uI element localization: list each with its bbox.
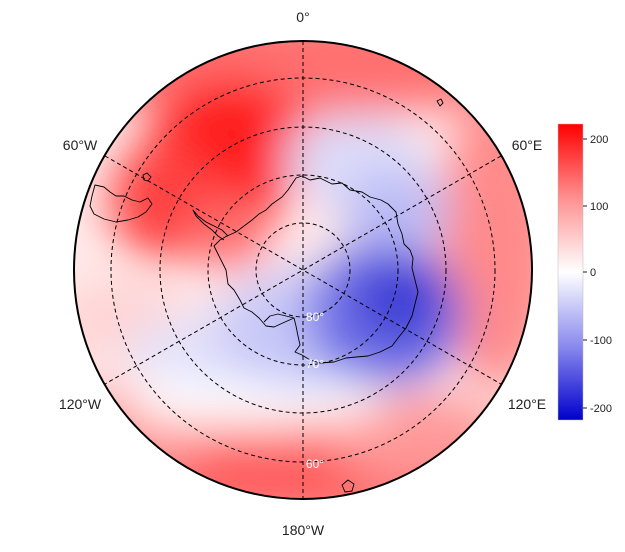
colorbar-label-100: 100 xyxy=(590,201,608,213)
lon-label-60e: 60°E xyxy=(512,137,543,153)
antarctic-peninsula xyxy=(192,209,229,241)
coastlines xyxy=(89,98,444,493)
map-boundary xyxy=(73,40,533,500)
lon-label-60w: 60°W xyxy=(63,137,98,153)
lat-label-80: 80° xyxy=(306,310,324,324)
colorbar-label-neg100: -100 xyxy=(590,335,612,347)
south-georgia-island xyxy=(142,172,152,182)
south-america-tip xyxy=(89,184,153,223)
lat-label-70: 70° xyxy=(306,357,324,371)
lon-label-180w: 180°W xyxy=(282,522,325,538)
kerguelen-island xyxy=(436,98,444,107)
new-zealand-islands xyxy=(341,479,355,493)
anomaly-field xyxy=(74,41,532,499)
lon-label-120w: 120°W xyxy=(59,396,102,412)
colorbar-gradient xyxy=(557,123,584,421)
colorbar-label-0: 0 xyxy=(590,267,596,279)
lon-label-0: 0° xyxy=(296,9,309,25)
lat-label-60: 60° xyxy=(306,457,324,471)
lon-label-120e: 120°E xyxy=(508,396,546,412)
colorbar: 200 100 0 -100 -200 xyxy=(557,123,612,421)
colorbar-label-neg200: -200 xyxy=(590,403,612,415)
graticule xyxy=(104,41,502,499)
meridian-60w-120e xyxy=(104,155,502,385)
meridian-60e-120w xyxy=(104,155,502,385)
ross-ice-shelf-edge xyxy=(263,313,295,323)
antarctica-coastline xyxy=(213,175,419,364)
colorbar-label-200: 200 xyxy=(590,134,608,146)
